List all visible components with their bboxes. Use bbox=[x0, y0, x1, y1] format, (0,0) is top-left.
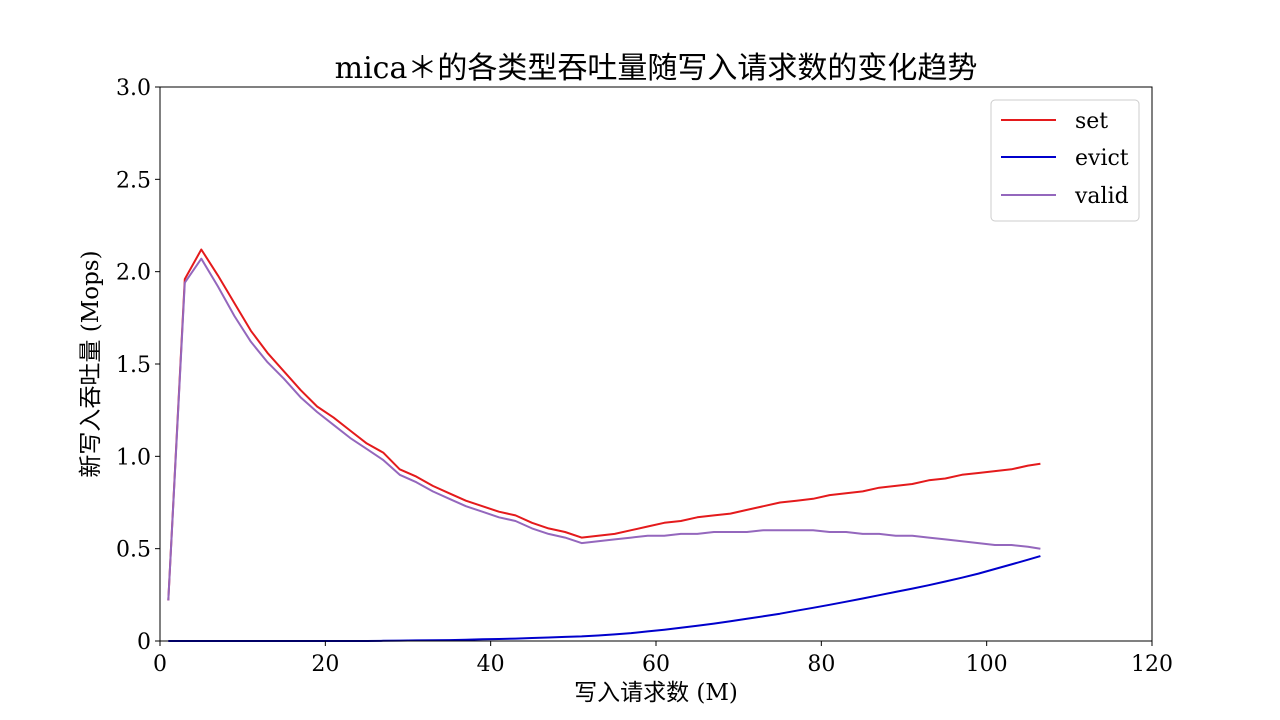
legend: set evict valid bbox=[990, 99, 1140, 222]
y-tick-label: 1.0 bbox=[116, 445, 151, 470]
x-tick-label: 40 bbox=[477, 652, 505, 677]
x-tick-label: 80 bbox=[807, 652, 835, 677]
x-tick-label: 60 bbox=[642, 652, 670, 677]
legend-label-evict: evict bbox=[1075, 146, 1129, 171]
y-tick-label: 2.5 bbox=[116, 168, 151, 193]
x-tick-label: 100 bbox=[966, 652, 1008, 677]
x-axis-label: 写入请求数 (M) bbox=[574, 680, 738, 706]
y-tick-label: 1.5 bbox=[116, 353, 151, 378]
legend-box bbox=[990, 99, 1140, 222]
y-tick-label: 0 bbox=[137, 630, 151, 655]
y-tick-label: 3.0 bbox=[116, 76, 151, 101]
y-tick-label: 2.0 bbox=[116, 261, 151, 286]
y-axis-label: 新写入吞吐量 (Mops) bbox=[78, 250, 104, 477]
chart-title: mica＊的各类型吞吐量随写入请求数的变化趋势 bbox=[335, 51, 978, 86]
legend-label-set: set bbox=[1075, 109, 1108, 134]
y-tick-label: 0.5 bbox=[116, 538, 151, 563]
x-tick-label: 0 bbox=[153, 652, 167, 677]
plot-lines bbox=[167, 248, 1041, 642]
y-axis: 0 0.5 1.0 1.5 2.0 2.5 3.0 bbox=[116, 76, 160, 655]
series-line-valid bbox=[167, 257, 1041, 601]
legend-label-valid: valid bbox=[1074, 184, 1129, 209]
x-axis: 0 20 40 60 80 100 120 bbox=[153, 641, 1173, 677]
x-tick-label: 120 bbox=[1131, 652, 1173, 677]
series-line-evict bbox=[168, 555, 1041, 642]
series-line-set bbox=[167, 248, 1041, 601]
x-tick-label: 20 bbox=[311, 652, 339, 677]
